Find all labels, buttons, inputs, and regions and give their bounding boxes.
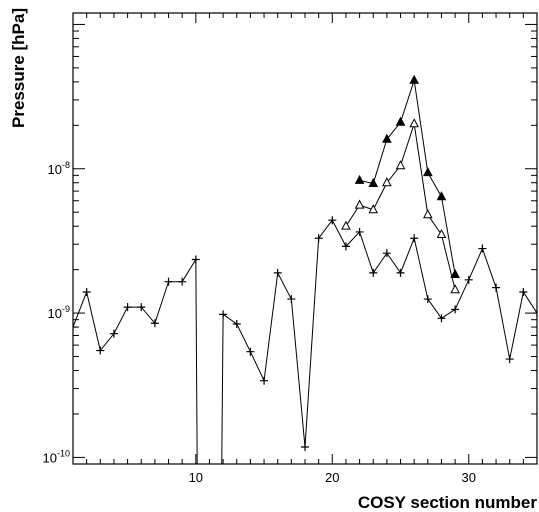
data-point-filled-triangle — [450, 268, 460, 279]
tick-labels: 10 20 30 10-10 10-9 10-8 — [43, 160, 476, 485]
data-point-plus — [451, 305, 460, 314]
series-line — [73, 219, 537, 464]
data-point-plus — [73, 323, 77, 332]
data-point-filled-triangle — [382, 133, 392, 143]
data-point-plus — [423, 295, 432, 304]
data-point-plus — [355, 227, 364, 236]
data-point-plus — [369, 268, 378, 277]
data-point-plus — [328, 216, 337, 225]
x-tick-label: 10 — [189, 470, 203, 485]
data-point-open-triangle — [422, 209, 433, 219]
data-point-open-triangle — [368, 204, 379, 214]
data-point-plus — [246, 347, 255, 356]
data-point-plus — [396, 268, 405, 277]
data-point-filled-triangle — [395, 116, 406, 126]
data-point-open-triangle — [450, 284, 460, 294]
axis-ticks — [72, 13, 538, 465]
plot-frame — [72, 12, 538, 465]
data-point-plus — [82, 287, 91, 296]
series-line — [359, 80, 456, 275]
y-tick-label: 10-9 — [48, 304, 70, 321]
data-point-plus — [273, 268, 282, 277]
data-point-plus — [505, 355, 514, 364]
data-point-open-triangle — [341, 220, 351, 230]
data-point-plus — [150, 319, 159, 328]
data-point-plus — [341, 242, 350, 251]
series-plus — [73, 216, 537, 464]
y-axis-title: Pressure [hPa] — [9, 8, 28, 128]
data-point-open-triangle — [409, 118, 420, 128]
data-point-plus — [191, 255, 200, 264]
data-point-plus — [533, 309, 537, 318]
data-point-plus — [437, 314, 446, 323]
series-layer — [73, 74, 537, 464]
data-point-filled-triangle — [436, 191, 447, 201]
y-tick-label: 10-8 — [48, 160, 70, 177]
data-point-plus — [96, 346, 105, 355]
data-point-plus — [464, 275, 473, 284]
data-point-filled-triangle — [368, 177, 379, 188]
data-point-plus — [232, 320, 241, 329]
data-point-plus — [164, 277, 173, 286]
data-point-filled-triangle — [422, 167, 433, 177]
data-point-plus — [109, 329, 118, 338]
x-tick-label: 30 — [462, 470, 476, 485]
data-point-plus — [123, 303, 132, 312]
data-point-filled-triangle — [354, 174, 365, 184]
x-tick-label: 20 — [325, 470, 339, 485]
data-point-plus — [178, 277, 187, 286]
data-point-plus — [287, 295, 296, 304]
data-point-plus — [301, 443, 309, 452]
x-axis-title: COSY section number — [358, 493, 538, 512]
data-point-open-triangle — [436, 228, 447, 239]
data-point-plus — [382, 249, 391, 258]
data-point-plus — [492, 283, 501, 292]
data-point-filled-triangle — [409, 74, 420, 84]
data-point-plus — [519, 287, 528, 296]
data-point-plus — [314, 234, 323, 243]
data-point-plus — [410, 234, 419, 243]
data-point-plus — [478, 244, 487, 253]
data-point-open-triangle — [382, 177, 392, 187]
data-point-plus — [260, 376, 269, 385]
series-open-triangle — [341, 118, 460, 294]
data-point-open-triangle — [395, 160, 406, 170]
series-filled-triangle — [354, 74, 460, 279]
y-tick-label: 10-10 — [43, 448, 70, 465]
data-point-plus — [219, 310, 228, 319]
data-point-open-triangle — [354, 199, 365, 209]
data-point-plus — [137, 303, 146, 312]
